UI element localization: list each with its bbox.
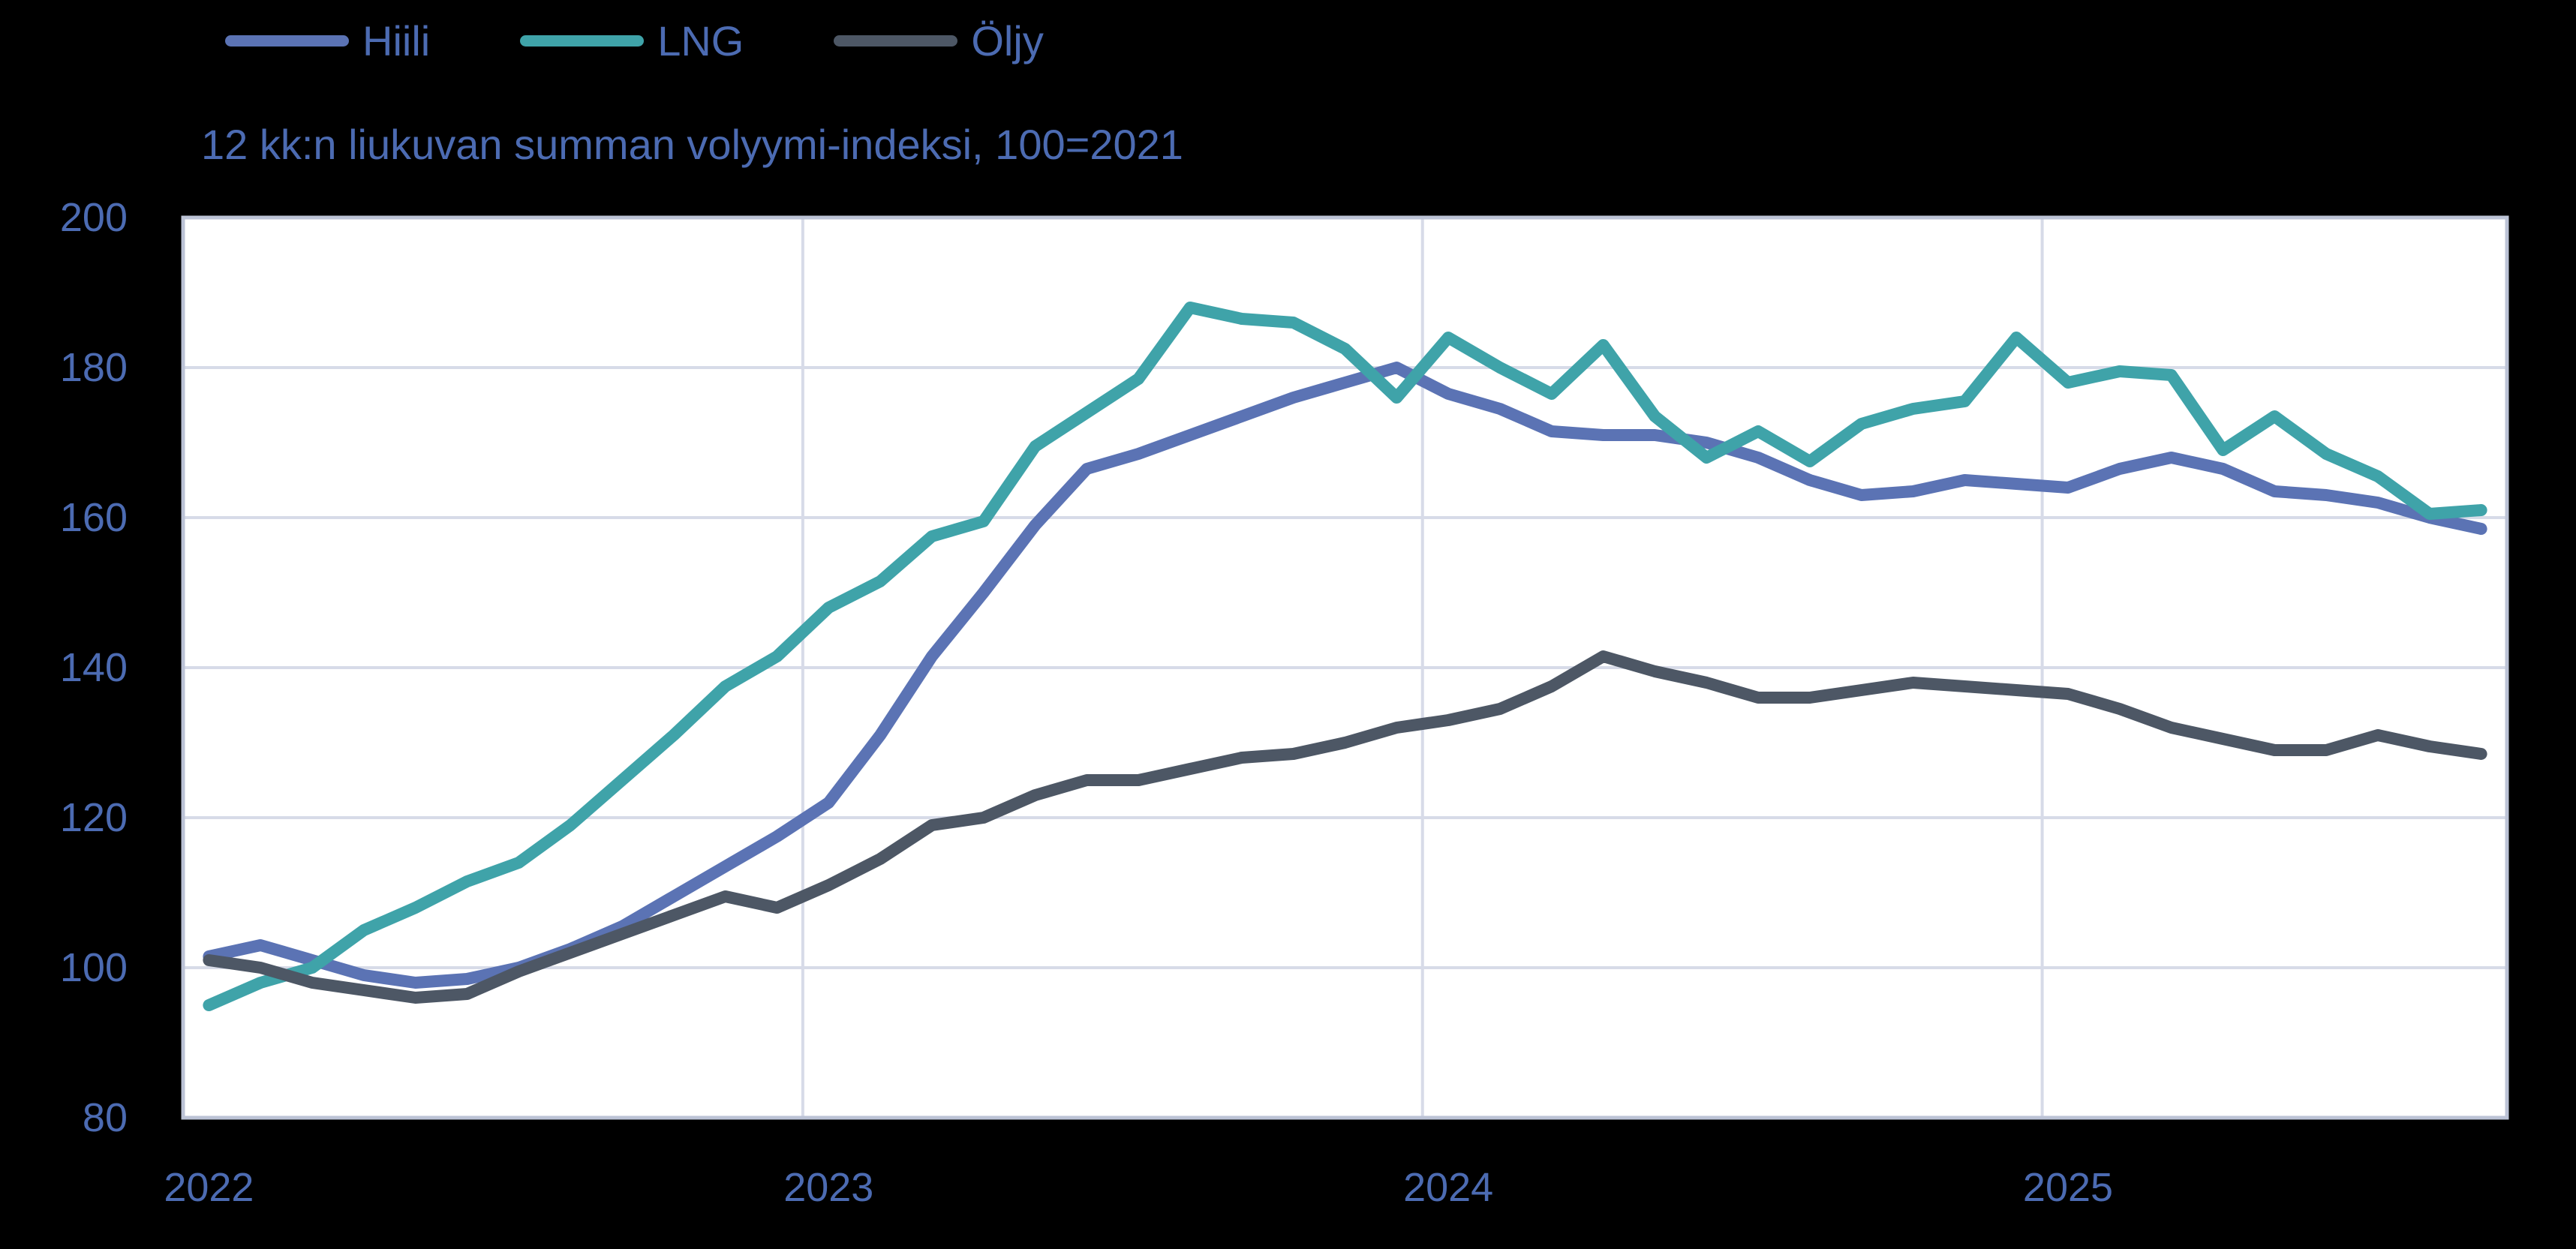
hiili-line-swatch-icon: [225, 35, 349, 47]
legend-label-lng: LNG: [657, 17, 744, 65]
y-tick-label-120: 120: [59, 795, 128, 840]
legend-item-lng: LNG: [520, 17, 744, 65]
chart-legend: Hiili LNG Öljy: [225, 17, 1044, 65]
legend-item-hiili: Hiili: [225, 17, 430, 65]
x-tick-label-2022: 2022: [164, 1165, 254, 1210]
oljy-line-swatch-icon: [834, 35, 958, 47]
y-tick-label-160: 160: [59, 495, 128, 540]
x-tick-label-2023: 2023: [783, 1165, 874, 1210]
lng-line-swatch-icon: [520, 35, 645, 47]
y-tick-label-180: 180: [59, 345, 128, 390]
series-line-lng: [203, 302, 2487, 1011]
y-tick-label-80: 80: [82, 1095, 128, 1140]
chart-subtitle: 12 kk:n liukuvan summan volyymi-indeksi,…: [201, 121, 1183, 168]
y-tick-label-140: 140: [59, 645, 128, 690]
legend-label-oljy: Öljy: [971, 17, 1044, 65]
legend-label-hiili: Hiili: [362, 17, 431, 65]
x-tick-label-2025: 2025: [2022, 1165, 2114, 1210]
x-tick-label-2024: 2024: [1403, 1165, 1494, 1210]
y-tick-label-100: 100: [59, 945, 128, 990]
y-tick-label-200: 200: [59, 195, 128, 240]
series-line-öljy: [203, 650, 2487, 1004]
legend-item-oljy: Öljy: [834, 17, 1044, 65]
